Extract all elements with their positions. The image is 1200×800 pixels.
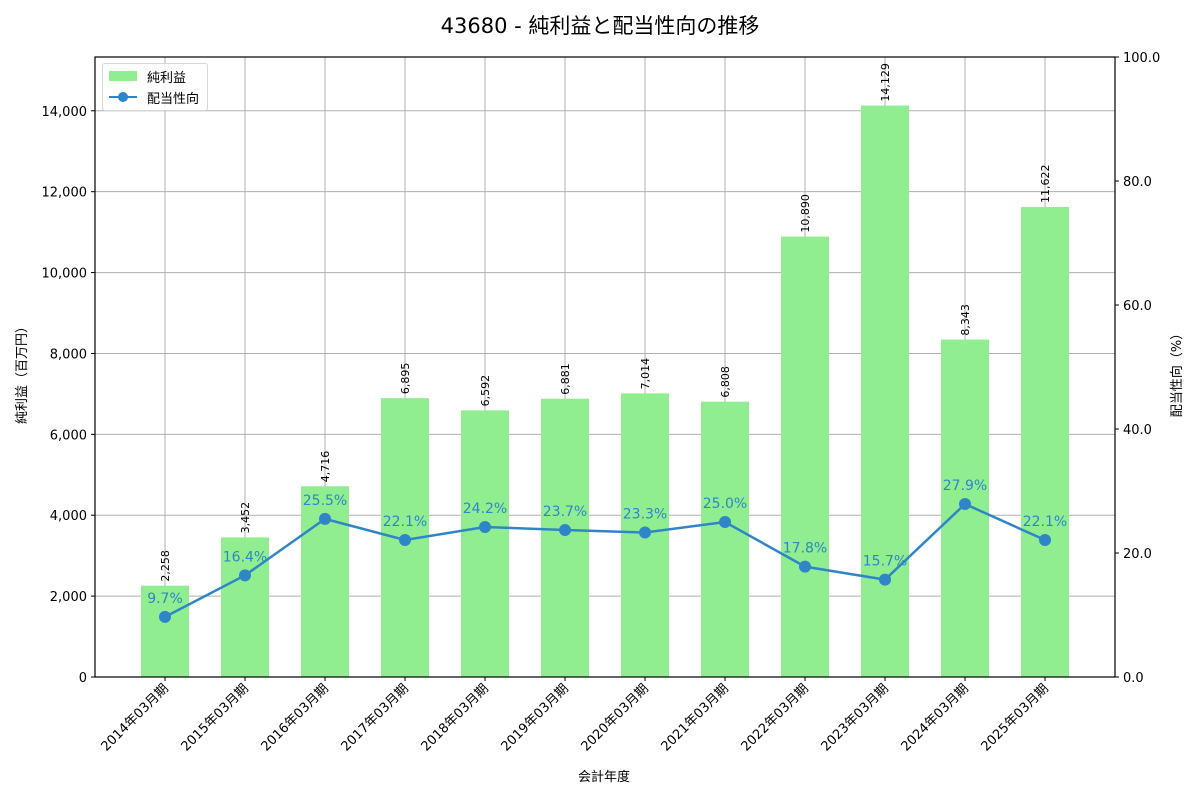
right-tick-label: 20.0 <box>1123 547 1152 562</box>
payout-ratio-label: 23.3% <box>623 507 667 523</box>
left-tick-label: 2,000 <box>50 590 87 605</box>
bar-swatch-icon <box>109 71 137 81</box>
x-tick-label: 2018年03月期 <box>419 681 492 754</box>
payout-ratio-label: 22.1% <box>1023 514 1067 530</box>
bar-value-label: 10,890 <box>799 194 812 233</box>
bar-net-income <box>861 105 909 677</box>
right-y-axis-label: 配当性向（%） <box>1169 327 1185 417</box>
chart-title: 43680 - 純利益と配当性向の推移 <box>440 14 760 38</box>
payout-ratio-marker <box>159 610 171 623</box>
payout-ratio-marker <box>559 524 571 537</box>
payout-ratio-marker <box>319 512 331 525</box>
x-tick-label: 2014年03月期 <box>99 681 172 754</box>
left-tick-label: 6,000 <box>50 428 87 443</box>
bar-value-label: 6,808 <box>719 366 732 398</box>
x-tick-label: 2025年03月期 <box>979 681 1052 754</box>
bar-value-label: 14,129 <box>879 63 892 102</box>
bar-net-income <box>541 398 589 677</box>
bar-value-label: 4,716 <box>319 451 332 483</box>
x-tick-label: 2020年03月期 <box>579 681 652 754</box>
plot-frame <box>94 56 1116 678</box>
left-y-axis-label: 純利益（百万円） <box>15 320 30 424</box>
left-tick-label: 4,000 <box>50 509 87 524</box>
legend-label-net-income: 純利益 <box>147 70 187 86</box>
bar-net-income <box>1021 206 1069 677</box>
payout-ratio-label: 27.9% <box>943 478 987 494</box>
payout-ratio-marker <box>399 533 411 546</box>
payout-ratio-label: 15.7% <box>863 554 907 570</box>
bar-net-income <box>701 401 749 677</box>
bar-net-income <box>141 585 189 677</box>
payout-ratio-marker <box>639 526 651 539</box>
line-marker-swatch-icon <box>109 88 137 106</box>
right-tick-label: 60.0 <box>1123 299 1152 314</box>
payout-ratio-marker <box>959 498 971 511</box>
payout-ratio-marker <box>479 520 491 533</box>
left-tick-label: 0 <box>79 671 87 686</box>
payout-ratio-label: 9.7% <box>147 591 183 607</box>
left-tick-label: 8,000 <box>50 347 87 362</box>
payout-ratio-label: 25.0% <box>703 496 747 512</box>
payout-ratio-label: 25.5% <box>303 493 347 509</box>
payout-ratio-label: 23.7% <box>543 504 587 520</box>
payout-ratio-label: 22.1% <box>383 514 427 530</box>
x-tick-label: 2016年03月期 <box>259 681 332 754</box>
bar-value-label: 7,014 <box>639 358 652 390</box>
left-tick-label: 14,000 <box>42 105 88 120</box>
x-tick-label: 2015年03月期 <box>179 681 252 754</box>
right-tick-label: 0.0 <box>1123 671 1144 686</box>
bar-value-label: 6,895 <box>399 363 412 395</box>
right-tick-label: 80.0 <box>1123 175 1152 190</box>
x-tick-label: 2022年03月期 <box>739 681 812 754</box>
payout-ratio-label: 17.8% <box>783 541 827 557</box>
x-tick-label: 2017年03月期 <box>339 681 412 754</box>
left-tick-label: 10,000 <box>42 267 88 282</box>
bar-value-label: 2,258 <box>159 550 172 582</box>
x-axis-label: 会計年度 <box>578 769 630 785</box>
payout-ratio-marker <box>719 516 731 528</box>
bar-net-income <box>461 410 509 677</box>
payout-ratio-line <box>164 502 1046 618</box>
payout-ratio-label: 24.2% <box>463 501 507 517</box>
payout-ratio-label: 16.4% <box>223 549 267 565</box>
x-tick-label: 2019年03月期 <box>499 681 572 754</box>
x-tick-label: 2024年03月期 <box>899 681 972 754</box>
payout-ratio-marker <box>799 560 811 573</box>
bar-value-label: 11,622 <box>1039 164 1052 203</box>
legend-label-payout-ratio: 配当性向 <box>147 91 200 107</box>
bar-value-label: 8,343 <box>959 304 972 336</box>
right-tick-label: 40.0 <box>1123 423 1152 438</box>
bar-value-label: 3,452 <box>239 502 252 534</box>
payout-ratio-marker <box>239 569 251 582</box>
bar-net-income <box>781 236 829 678</box>
bar-value-label: 6,881 <box>559 363 572 395</box>
legend-item-net-income: 純利益 <box>109 67 187 86</box>
payout-ratio-marker <box>879 573 891 586</box>
x-tick-label: 2023年03月期 <box>819 681 892 754</box>
legend: 純利益 配当性向 <box>102 63 208 111</box>
bar-value-label: 6,592 <box>479 375 492 407</box>
right-tick-label: 100.0 <box>1123 51 1160 66</box>
payout-ratio-marker <box>1039 533 1051 546</box>
x-tick-label: 2021年03月期 <box>659 681 732 754</box>
left-tick-label: 12,000 <box>42 186 88 201</box>
bar-net-income <box>221 537 269 677</box>
legend-item-payout-ratio: 配当性向 <box>109 88 200 107</box>
